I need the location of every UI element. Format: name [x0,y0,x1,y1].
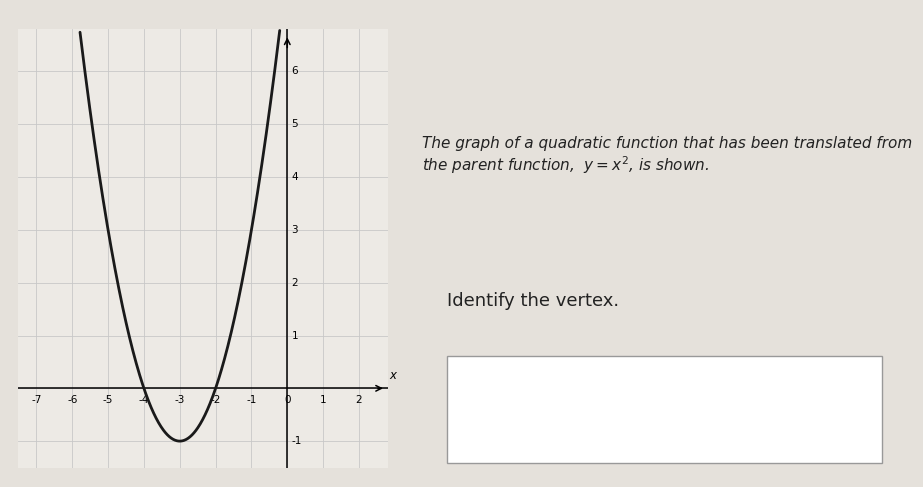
Text: 2: 2 [292,278,298,288]
Text: 5: 5 [292,119,298,129]
Text: 2: 2 [355,394,363,405]
Text: 6: 6 [292,66,298,76]
Text: 3: 3 [292,225,298,235]
Text: 1: 1 [320,394,327,405]
Text: The graph of a quadratic function that has been translated from the parent funct: The graph of a quadratic function that h… [422,136,912,176]
Text: Identify the vertex.: Identify the vertex. [448,292,619,310]
Text: »: » [871,440,881,458]
Text: 0: 0 [284,394,291,405]
Text: -2: -2 [210,394,221,405]
Text: -7: -7 [31,394,42,405]
Text: -1: -1 [292,436,302,446]
Text: 1: 1 [292,331,298,340]
Text: -3: -3 [174,394,185,405]
Text: 4: 4 [292,172,298,182]
Text: -5: -5 [102,394,114,405]
Text: -4: -4 [138,394,150,405]
Text: -6: -6 [67,394,78,405]
Text: -1: -1 [246,394,257,405]
FancyBboxPatch shape [448,356,881,463]
Text: x: x [390,369,397,382]
